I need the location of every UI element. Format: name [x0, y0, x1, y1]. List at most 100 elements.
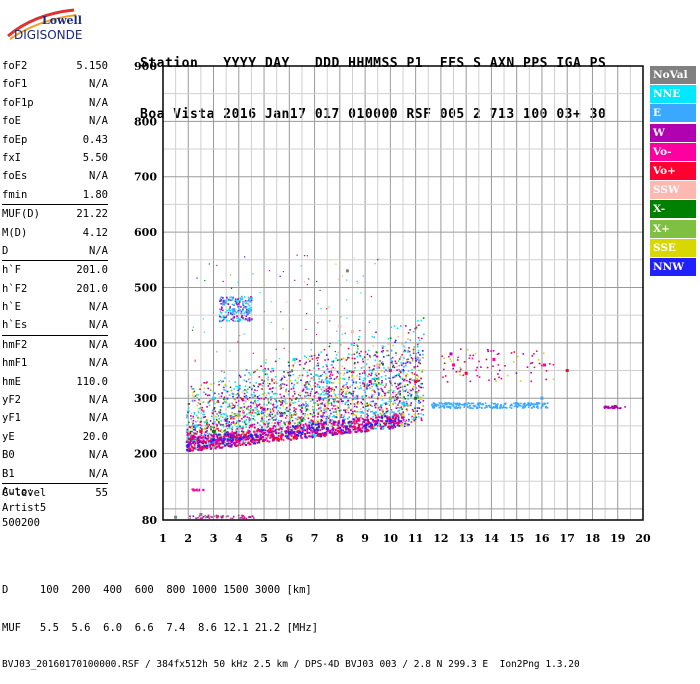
echo-point — [312, 433, 314, 436]
echo-point — [287, 361, 290, 364]
echo-point — [320, 416, 323, 419]
echo-point — [298, 426, 300, 429]
echo-point — [349, 409, 352, 412]
echo-point — [317, 303, 319, 305]
echo-point — [278, 425, 280, 428]
echo-point — [272, 437, 275, 440]
echo-point — [305, 312, 308, 315]
echo-point — [328, 388, 331, 390]
echo-point — [229, 517, 232, 520]
echo-point — [237, 319, 240, 322]
echo-point — [501, 407, 504, 409]
echo-point — [237, 310, 240, 313]
echo-point — [282, 386, 285, 389]
echo-point — [253, 423, 256, 426]
echo-point — [227, 432, 229, 435]
echo-point — [309, 373, 312, 375]
echo-point — [607, 405, 610, 408]
echo-point — [454, 407, 456, 410]
echo-point — [189, 448, 192, 451]
echo-point — [329, 429, 332, 432]
echo-point — [221, 437, 224, 439]
echo-point — [223, 318, 226, 320]
echo-point — [224, 377, 226, 379]
echo-point — [359, 384, 362, 387]
echo-point — [305, 391, 307, 394]
echo-point — [225, 434, 228, 437]
echo-point — [273, 419, 276, 421]
echo-point — [189, 431, 192, 433]
echo-point — [403, 365, 405, 368]
echo-point — [268, 431, 271, 434]
echo-point — [240, 298, 242, 301]
echo-point — [245, 302, 248, 304]
echo-point — [257, 404, 260, 407]
echo-point — [196, 430, 199, 433]
echo-point — [248, 318, 251, 321]
echo-point — [248, 371, 250, 374]
echo-point — [358, 424, 361, 427]
echo-point — [325, 432, 328, 435]
series-point — [540, 396, 544, 400]
echo-point — [360, 410, 362, 413]
param-label: D — [2, 244, 9, 257]
echo-point — [335, 400, 338, 403]
echo-point — [406, 384, 409, 386]
param-row: fxI 5.50 — [2, 149, 108, 167]
echo-point — [249, 381, 251, 384]
echo-point — [335, 354, 338, 356]
param-value: N/A — [89, 357, 108, 370]
echo-point — [204, 434, 207, 437]
echo-point — [202, 446, 205, 449]
echo-point — [395, 386, 398, 388]
echo-point — [219, 319, 221, 322]
echo-point — [231, 411, 233, 414]
echo-point — [346, 371, 348, 374]
echo-point — [245, 369, 248, 371]
echo-point — [299, 395, 302, 397]
echo-point — [395, 354, 398, 357]
echo-point — [413, 367, 416, 369]
echo-point — [342, 385, 344, 388]
echo-point — [371, 394, 373, 396]
echo-point — [214, 392, 216, 395]
echo-point — [384, 394, 386, 397]
echo-point — [340, 428, 343, 431]
x-tick-label: 19 — [610, 532, 625, 545]
echo-point — [390, 393, 393, 396]
echo-point — [377, 397, 379, 400]
echo-point — [289, 404, 291, 407]
echo-point — [308, 422, 311, 425]
echo-point — [249, 407, 252, 410]
echo-point — [196, 446, 199, 449]
echo-point — [225, 319, 228, 322]
echo-point — [271, 367, 273, 370]
echo-point — [289, 404, 292, 406]
echo-point — [358, 410, 361, 413]
echo-point — [288, 390, 290, 393]
echo-point — [512, 360, 515, 363]
series-point — [186, 432, 190, 436]
echo-point — [247, 432, 250, 435]
echo-point — [192, 422, 194, 425]
echo-point — [470, 402, 473, 405]
echo-point — [357, 348, 359, 350]
series-point — [325, 380, 329, 384]
echo-point — [326, 368, 328, 371]
echo-point — [266, 429, 269, 432]
echo-point — [404, 403, 406, 405]
echo-point — [375, 374, 378, 377]
echo-point — [287, 410, 289, 412]
echo-point — [399, 396, 402, 399]
echo-point — [248, 417, 251, 419]
echo-point — [319, 409, 322, 411]
echo-point — [364, 377, 367, 380]
echo-point — [225, 316, 227, 319]
echo-point — [536, 402, 538, 404]
echo-point — [400, 382, 402, 385]
echo-point — [230, 299, 232, 302]
echo-point — [194, 360, 196, 362]
echo-point — [355, 411, 357, 413]
echo-point — [211, 516, 213, 518]
echo-point — [417, 320, 419, 322]
